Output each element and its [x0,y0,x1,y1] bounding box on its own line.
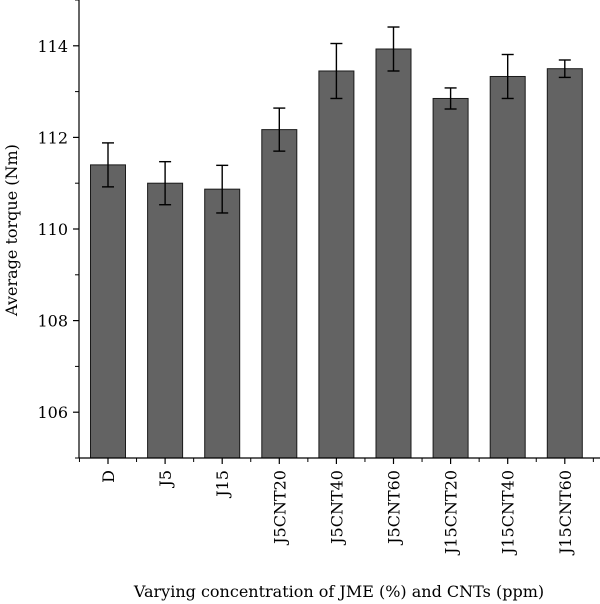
error-bar [330,42,343,100]
y-axis-title: Average torque (Nm) [2,144,21,317]
y-tick-label: 114 [37,37,68,56]
x-ticks: D J5 J15 J5CNT20 J5CNT40 J5CNT60 J15CNT20 J15CN… [78,458,594,556]
error-bar [159,160,172,206]
y-tick-label: 110 [37,220,68,239]
error-bar [501,53,514,100]
bar [489,75,526,459]
error-bar [387,26,400,72]
x-axis-title: Varying concentration of JME (%) and CNT… [133,582,544,601]
x-tick-label: J15CNT60 [556,470,575,556]
x-tick-label: J15CNT20 [442,470,461,556]
bar [204,188,241,459]
x-tick-label: J5CNT20 [270,470,289,546]
bar [261,129,298,459]
x-tick-label: J15 [213,470,232,499]
x-tick-label: D [99,470,118,483]
bar [90,164,126,459]
error-bar [558,59,571,79]
error-bar [216,164,229,214]
error-bar [102,142,114,188]
error-bars-layer [102,26,571,214]
bars-layer [90,48,583,459]
x-tick-label: J15CNT40 [499,470,518,556]
bar [546,68,583,459]
y-tick-label: 112 [37,128,68,147]
bar [375,48,412,459]
x-tick-label: J5CNT60 [385,470,404,546]
bar [147,182,184,459]
error-bar [273,107,286,152]
y-ticks: 106 108 110 112 114 [37,0,79,459]
y-tick-label: 106 [37,403,68,422]
x-tick-label: J5CNT40 [327,470,346,546]
y-tick-label: 108 [37,312,68,331]
bar [432,97,469,459]
bar [318,70,355,459]
error-bar [444,87,457,110]
x-tick-label: J5 [156,470,175,489]
